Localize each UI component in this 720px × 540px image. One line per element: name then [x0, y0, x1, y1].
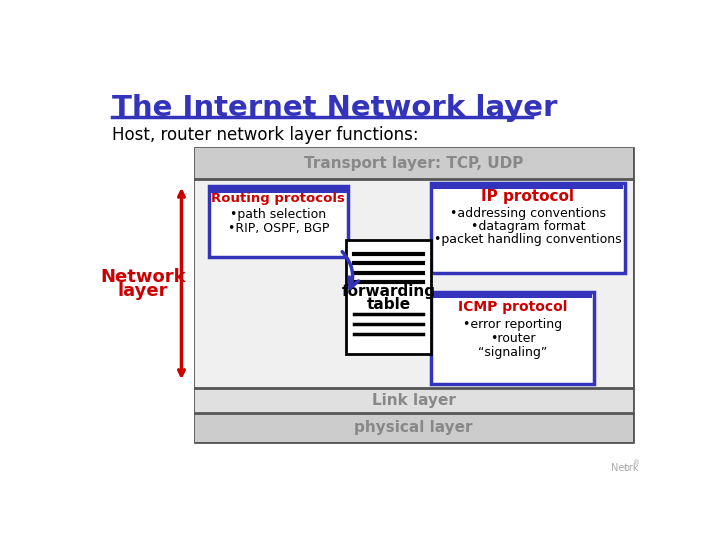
Text: Link layer: Link layer [372, 393, 456, 408]
Text: •error reporting: •error reporting [463, 318, 562, 331]
Bar [433, 184, 624, 189]
Text: •addressing conventions: •addressing conventions [450, 207, 606, 220]
Text: table: table [366, 297, 410, 312]
Text: “signaling”: “signaling” [478, 346, 547, 359]
Text: Host, router network layer functions:: Host, router network layer functions: [112, 126, 418, 144]
Bar [194, 388, 632, 413]
Text: IP protocol: IP protocol [482, 189, 575, 204]
Bar [194, 148, 632, 442]
Bar [431, 183, 625, 273]
Text: forwarding: forwarding [341, 285, 436, 300]
Text: Routing protocols: Routing protocols [212, 192, 346, 205]
Bar [209, 186, 348, 257]
Text: The Internet Network layer: The Internet Network layer [112, 94, 557, 122]
Bar [431, 292, 594, 299]
Text: Network: Network [100, 268, 186, 286]
Bar [194, 148, 632, 179]
Bar [194, 413, 632, 442]
Bar [194, 179, 632, 388]
Bar [346, 240, 431, 354]
Text: ork: ork [624, 463, 639, 473]
Text: ®: ® [632, 460, 639, 466]
Text: •RIP, OSPF, BGP: •RIP, OSPF, BGP [228, 222, 329, 235]
Bar [210, 187, 346, 193]
Text: •path selection: •path selection [230, 208, 326, 221]
Bar [433, 293, 593, 298]
Text: Transport layer: TCP, UDP: Transport layer: TCP, UDP [304, 156, 523, 171]
Text: layer: layer [117, 282, 168, 300]
Text: •router: •router [490, 332, 535, 345]
Text: •packet handling conventions: •packet handling conventions [434, 233, 621, 246]
Bar [431, 183, 625, 190]
Text: physical layer: physical layer [354, 420, 473, 435]
Text: •datagram format: •datagram format [471, 220, 585, 233]
Bar [431, 292, 594, 384]
Text: Net: Net [611, 463, 629, 473]
Bar [209, 186, 348, 193]
Text: ICMP protocol: ICMP protocol [458, 300, 567, 314]
